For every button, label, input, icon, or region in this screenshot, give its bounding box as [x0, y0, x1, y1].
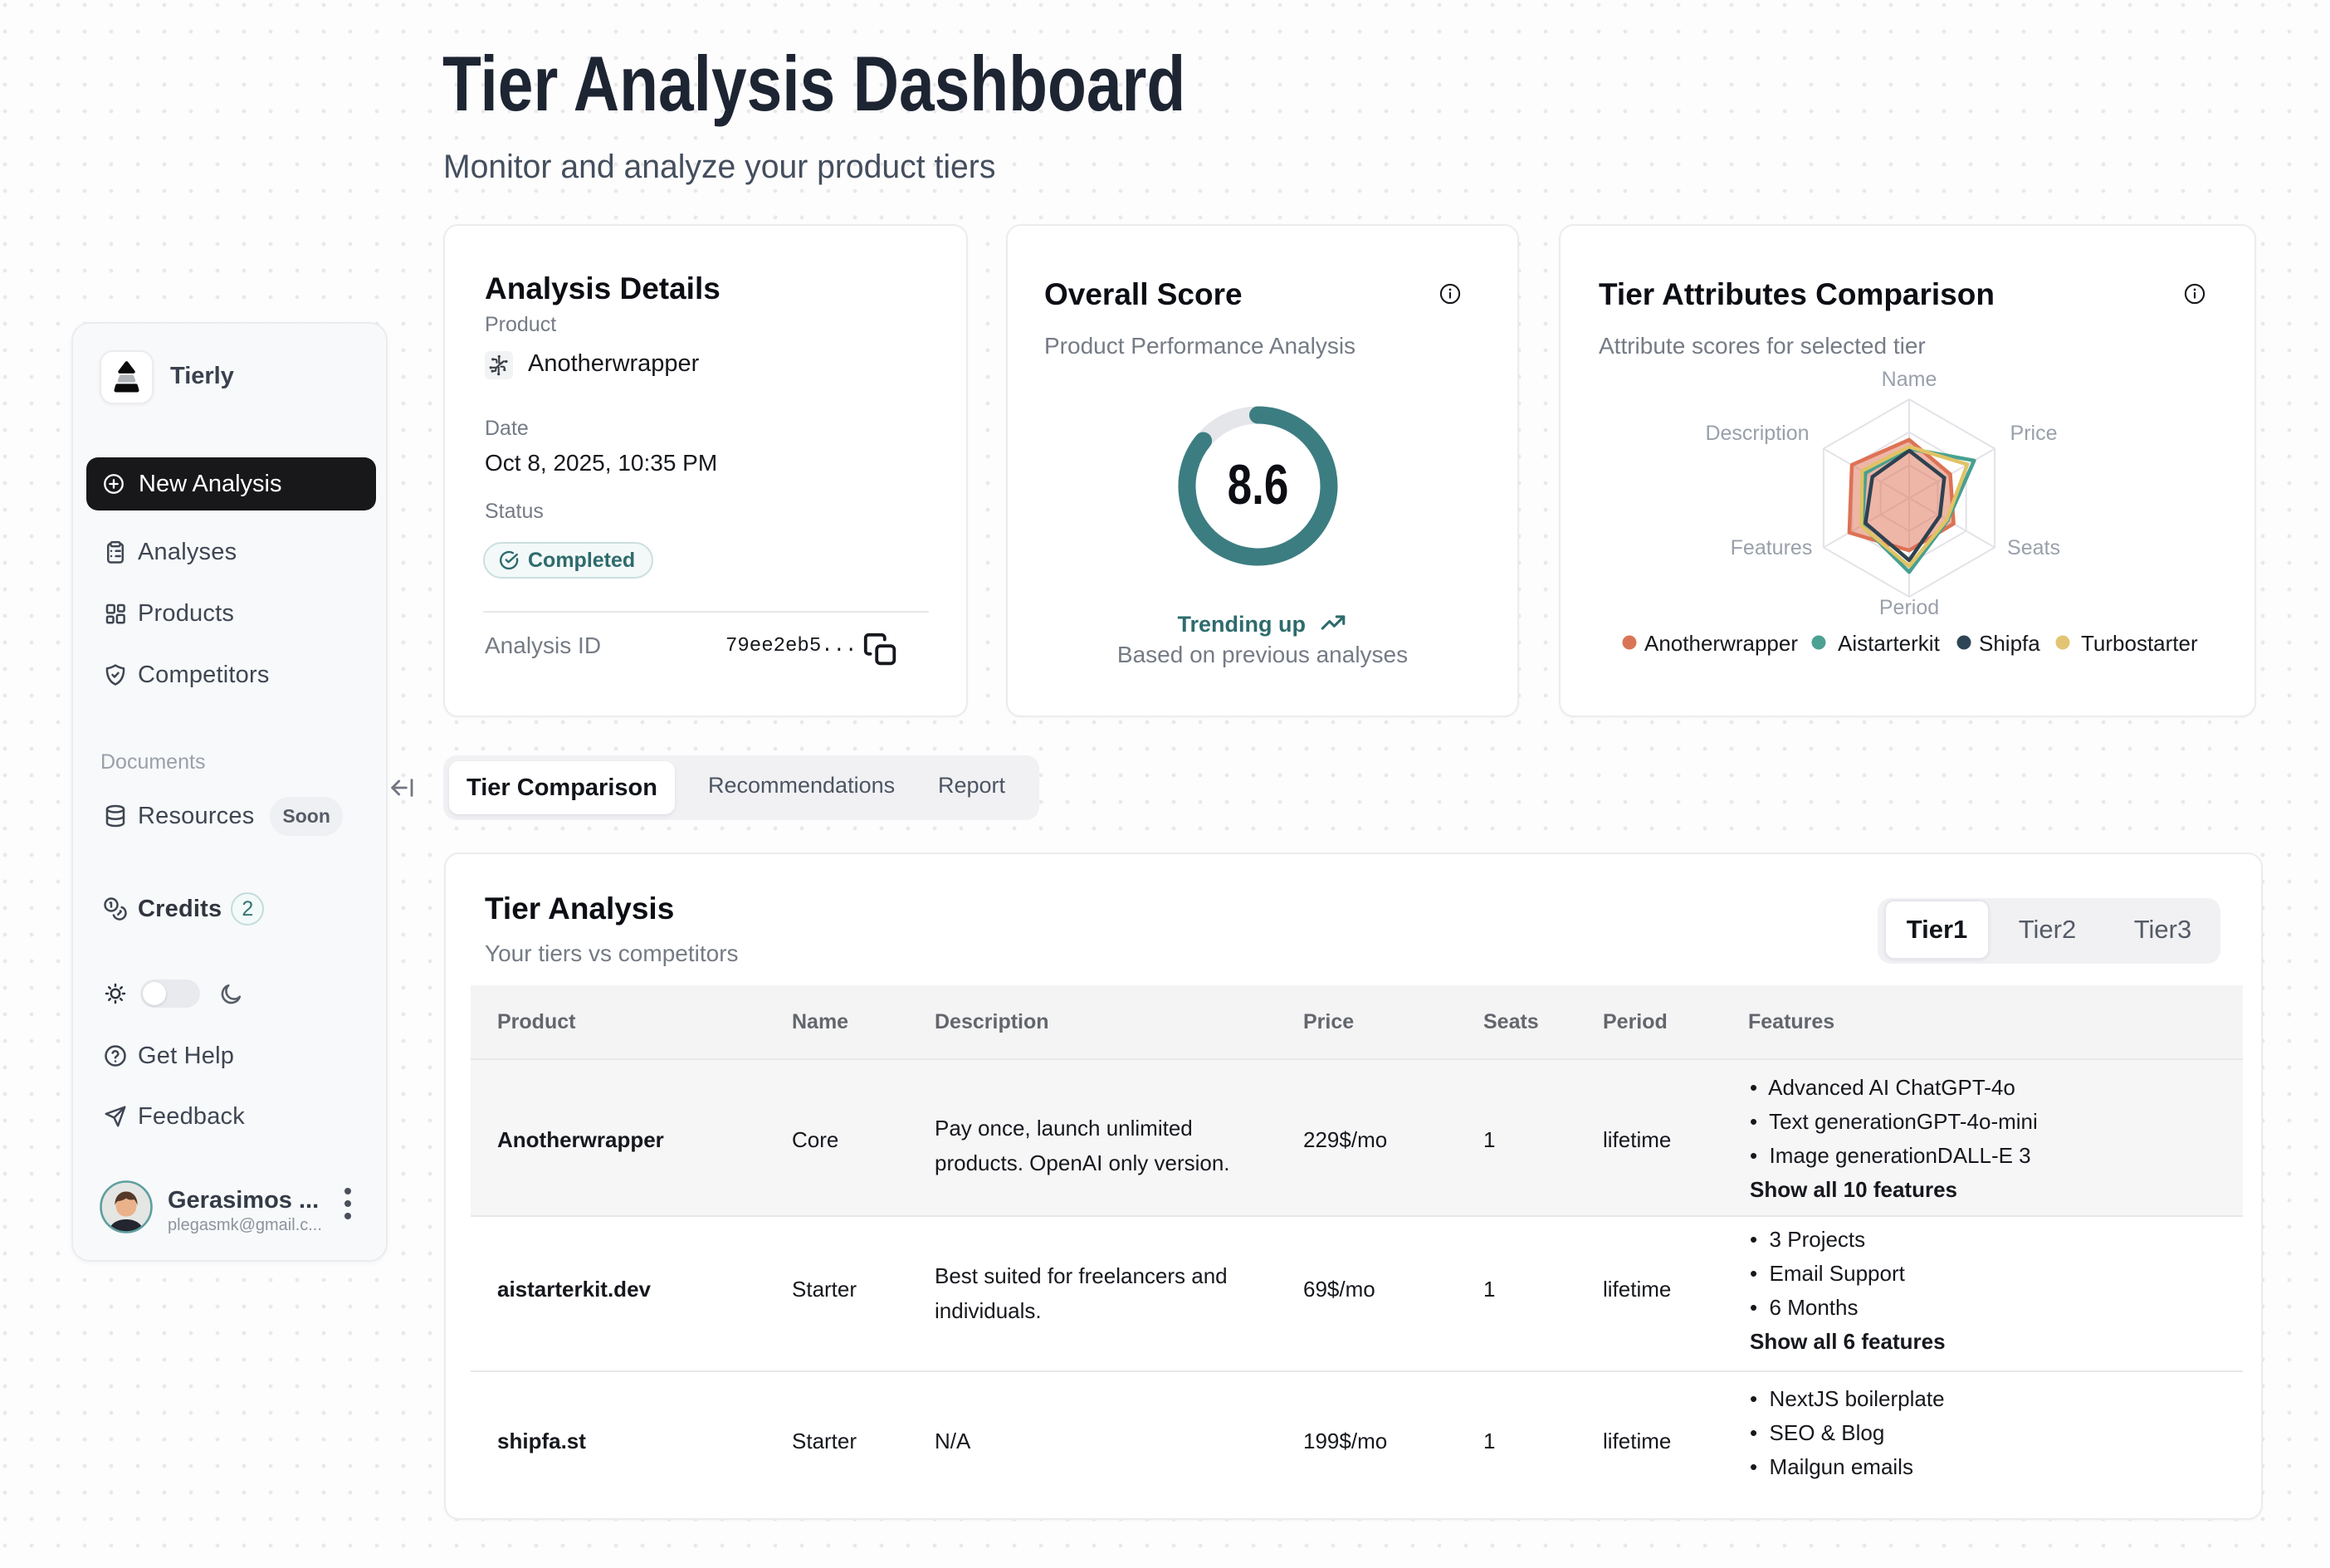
svg-text:Price: Price [2010, 422, 2058, 445]
svg-text:Shipfa: Shipfa [1979, 631, 2040, 656]
svg-text:Description: Description [1705, 422, 1809, 445]
svg-text:Period: Period [1879, 596, 1939, 619]
svg-text:Seats: Seats [2007, 536, 2060, 559]
svg-text:Name: Name [1882, 368, 1937, 391]
svg-text:Anotherwrapper: Anotherwrapper [1644, 631, 1798, 656]
svg-text:Turbostarter: Turbostarter [2081, 631, 2198, 656]
svg-text:Aistarterkit: Aistarterkit [1838, 631, 1941, 656]
svg-text:Features: Features [1731, 536, 1813, 559]
